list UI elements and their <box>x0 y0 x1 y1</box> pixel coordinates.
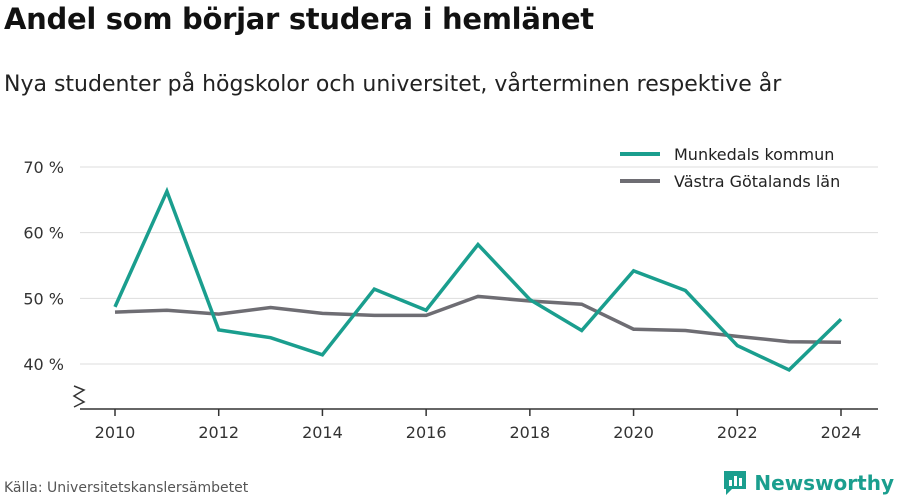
series-line-2 <box>114 294 842 345</box>
x-tick-label: 2020 <box>613 423 654 442</box>
axes: 40 % 50 % 60 % 70 % 2010 2012 2014 2016 2018 2020… <box>23 158 878 442</box>
legend-label: Munkedals kommun <box>674 145 834 164</box>
newsworthy-logo-icon <box>724 471 747 495</box>
legend: Munkedals kommun Västra Götalands län <box>620 145 840 191</box>
y-tick-label: 70 % <box>23 158 64 177</box>
grid-lines <box>80 166 878 365</box>
series-lines <box>113 186 843 372</box>
chart-subtitle: Nya studenter på högskolor och universit… <box>4 72 782 97</box>
x-tick-label: 2014 <box>302 423 343 442</box>
x-tick-label: 2024 <box>821 423 862 442</box>
y-tick-label: 40 % <box>23 355 64 374</box>
y-tick-label: 60 % <box>23 224 64 243</box>
brand-logo: Newsworthy <box>722 469 894 497</box>
source-note: Källa: Universitetskanslersämbetet <box>4 480 249 496</box>
x-tick-label: 2022 <box>717 423 758 442</box>
axis-break-icon <box>72 385 86 408</box>
x-tick-label: 2016 <box>406 423 447 442</box>
y-tick-label: 50 % <box>23 289 64 308</box>
x-tick-label: 2018 <box>509 423 550 442</box>
x-tick-label: 2012 <box>198 423 239 442</box>
chart-title: Andel som börjar studera i hemlänet <box>4 2 594 36</box>
series-line-1 <box>113 186 843 372</box>
x-tick-label: 2010 <box>95 423 136 442</box>
legend-label: Västra Götalands län <box>674 172 840 191</box>
brand-name: Newsworthy <box>754 471 894 495</box>
